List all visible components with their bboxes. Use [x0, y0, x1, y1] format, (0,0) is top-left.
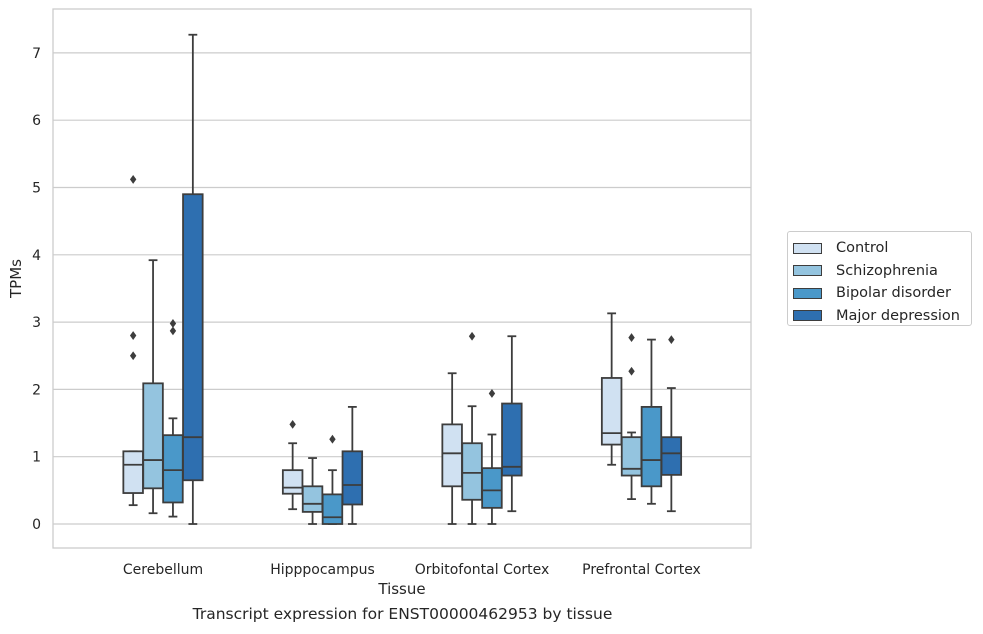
box-body	[142, 382, 164, 490]
outlier-point	[129, 175, 137, 184]
chart-caption: Transcript expression for ENST0000046295…	[192, 605, 613, 623]
box-4-series-4	[660, 335, 683, 513]
boxes	[122, 33, 683, 525]
box-body	[162, 434, 184, 504]
y-tick-label-5: 5	[32, 181, 41, 197]
x-tick-labels: Cerebellum Hipppocampus Orbitofontal Corte…	[123, 562, 701, 578]
box-1-series-2	[142, 259, 164, 515]
box-4-series-1	[600, 312, 623, 466]
y-tick-label-2: 2	[32, 382, 41, 398]
box-body	[321, 493, 344, 525]
box-body	[281, 469, 304, 495]
legend-item-major-depression: Major depression	[793, 305, 971, 328]
box-1-series-4	[182, 33, 204, 525]
legend-item-bipolar-disorder: Bipolar disorder	[793, 282, 971, 305]
outlier-point	[628, 333, 635, 342]
box-body	[122, 450, 144, 494]
box-1-series-3	[162, 319, 184, 518]
legend-item-control: Control	[793, 237, 971, 260]
legend-item-schizophrenia: Schizophrenia	[793, 260, 971, 283]
x-tick-label-2: Hipppocampus	[270, 562, 375, 578]
legend-swatch-schizophrenia	[793, 265, 822, 277]
box-3-series-3	[481, 389, 503, 525]
outlier-point	[488, 389, 496, 398]
y-tick-label-4: 4	[32, 248, 41, 264]
y-tick-label-1: 1	[32, 450, 41, 466]
box-body	[640, 405, 663, 488]
box-body	[501, 402, 523, 477]
legend-label-major-depression: Major depression	[836, 307, 960, 324]
outlier-point	[129, 351, 137, 361]
x-tick-label-4: Prefrontal Cortex	[582, 562, 701, 578]
legend-label-bipolar-disorder: Bipolar disorder	[836, 285, 951, 302]
y-tick-labels: 0 1 2 3 4 5 6 7	[32, 46, 41, 533]
box-body	[461, 442, 483, 501]
outlier-point	[289, 419, 296, 429]
box-body	[600, 377, 623, 446]
outlier-point	[628, 366, 635, 376]
box-body	[341, 450, 364, 506]
box-4-series-3	[640, 338, 663, 505]
y-tick-label-6: 6	[32, 113, 41, 129]
box-body	[441, 423, 463, 488]
box-2-series-3	[321, 434, 344, 525]
box-2-series-1	[281, 419, 304, 511]
outlier-point	[329, 434, 336, 444]
outlier-point	[169, 326, 177, 336]
y-tick-label-0: 0	[32, 517, 41, 533]
box-3-series-4	[501, 335, 523, 513]
y-tick-label-3: 3	[32, 315, 41, 331]
outlier-point	[129, 331, 137, 340]
legend-swatch-control	[793, 242, 822, 254]
legend: Control Schizophrenia Bipolar disorder M…	[787, 231, 972, 326]
x-tick-label-3: Orbitofontal Cortex	[415, 562, 550, 578]
legend-label-control: Control	[836, 240, 889, 257]
x-axis-label: Tissue	[377, 580, 425, 598]
box-body	[182, 193, 204, 482]
y-axis-label: TPMs	[7, 259, 25, 299]
legend-label-schizophrenia: Schizophrenia	[836, 262, 938, 279]
box-body	[620, 436, 643, 477]
box-2-series-4	[341, 405, 364, 525]
legend-swatch-bipolar-disorder	[793, 287, 822, 299]
legend-swatch-major-depression	[793, 310, 822, 322]
box-body	[301, 485, 324, 513]
box-body	[481, 467, 503, 509]
outlier-point	[668, 335, 675, 344]
outlier-point	[468, 331, 476, 341]
x-tick-label-1: Cerebellum	[123, 562, 203, 578]
box-body	[660, 436, 683, 476]
y-tick-label-7: 7	[32, 46, 41, 62]
outlier-point	[169, 319, 177, 328]
